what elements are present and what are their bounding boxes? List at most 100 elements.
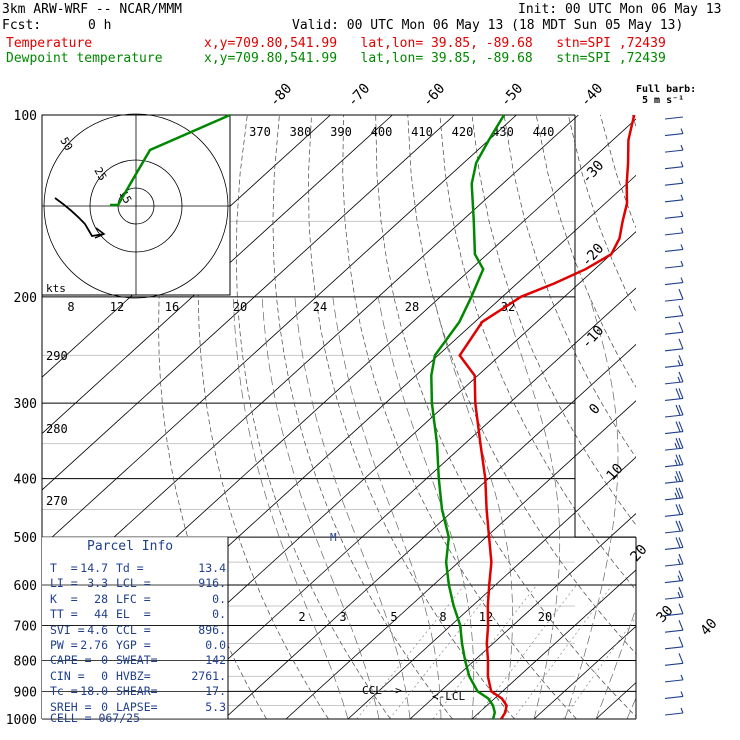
wind-barb-full (678, 487, 684, 498)
wind-barb (664, 454, 684, 468)
isotherm-label: -60 (420, 81, 449, 111)
wind-barb (664, 227, 684, 236)
parcel-info-cell: T = (50, 561, 78, 575)
parcel-info-cell: 142 (205, 653, 226, 668)
parcel-info-cell: SREH = (50, 699, 92, 714)
wind-barb-half (680, 277, 684, 283)
parcel-info-cell: 13.4 (198, 561, 226, 575)
wind-barb-shaft (664, 464, 684, 468)
theta-e-label: 390 (330, 125, 352, 139)
isotherm-label: -30 (579, 158, 608, 188)
parcel-info-cell: K = (50, 591, 78, 606)
wind-barb (664, 371, 684, 385)
parcel-info-cell: SHEAR= (116, 684, 158, 699)
parcel-info-cell: 0.0 (205, 638, 226, 652)
wind-barb-shaft (664, 364, 684, 368)
wind-barb-half (677, 591, 681, 598)
wind-barb-shaft (664, 447, 684, 451)
parcel-info-cell: 28 (94, 591, 108, 606)
isotherm (471, 569, 636, 719)
isotherm (347, 456, 636, 719)
wind-barb-shaft (664, 546, 684, 550)
wind-barb-half (680, 128, 684, 134)
wind-barb-half (680, 674, 684, 681)
hodograph-speed-label: 28 (405, 300, 419, 314)
parcel-info-cell: SVI = (50, 622, 85, 637)
wind-barb-full (678, 620, 684, 631)
wind-barb (664, 674, 684, 683)
fcst-label: Fcst: (2, 18, 42, 33)
parcel-info-cell: 0 (101, 699, 108, 714)
wind-barb (664, 570, 684, 584)
wind-barb (664, 260, 684, 269)
wind-barb-shaft (664, 414, 684, 418)
wind-barb (664, 211, 684, 219)
wind-barb (664, 653, 684, 666)
wind-barb-half (680, 707, 684, 714)
wind-barb-shaft (664, 397, 684, 401)
wind-barb (664, 388, 684, 401)
wind-barb-full (675, 504, 681, 515)
dry-adiabat (342, 115, 577, 719)
isotherm (42, 115, 393, 435)
mixing-ratio-line (563, 616, 636, 719)
wind-barb-full (678, 288, 684, 300)
wind-barb (664, 404, 684, 418)
theta-e-label: 420 (452, 125, 474, 139)
hodograph-ring (89, 159, 183, 253)
wind-barb-shaft (664, 348, 684, 352)
dry-adiabat (308, 115, 515, 719)
wind-barb-full (678, 371, 684, 383)
wind-barb (664, 691, 684, 699)
wind-barb-full (678, 305, 684, 316)
wind-barb-full (678, 553, 684, 565)
mixing-ratio-label: 5 (390, 610, 397, 624)
mixing-ratio-line (512, 584, 613, 719)
isotherm (161, 287, 636, 719)
wind-barb (664, 355, 684, 368)
wind-barb-shaft (664, 695, 684, 699)
wind-barb (664, 437, 684, 451)
wind-barb-full (678, 504, 684, 515)
moist-adiabat (564, 296, 619, 719)
mixing-ratio-label: 2 (298, 610, 305, 624)
wind-barb (664, 338, 684, 352)
legend-temperature: Temperature (6, 36, 93, 51)
wind-barb-full (675, 437, 681, 449)
theta-label: 280 (46, 422, 68, 436)
wind-barb-shaft (664, 431, 684, 435)
wind-barb-shaft (664, 497, 684, 501)
wind-barb-half (680, 178, 684, 184)
wind-barb-shaft (664, 298, 684, 302)
pressure-tick-label: 400 (14, 473, 37, 488)
storm-motion-arrow (54, 197, 105, 237)
isotherm (223, 343, 636, 719)
wind-barb (664, 620, 684, 633)
pressure-tick-label: 1000 (6, 713, 37, 728)
parcel-info-cell: Td = (116, 561, 144, 575)
wind-barb-full (675, 520, 681, 532)
wind-barb (664, 707, 684, 716)
moist-adiabat (294, 296, 411, 719)
wind-barb-shaft (664, 679, 684, 683)
wind-barb (664, 603, 684, 617)
theta-label: 290 (46, 349, 68, 363)
dry-adiabat (407, 115, 636, 655)
mixing-ratio-label: 20 (538, 610, 552, 624)
isotherm (720, 115, 740, 719)
wind-barb-full (678, 537, 684, 548)
parcel-info-cell: CAPE = (50, 653, 92, 668)
wind-barb-half (677, 558, 681, 565)
pressure-tick-label: 100 (14, 109, 37, 124)
hodograph-trace (110, 113, 231, 207)
hodograph-speed-label: 16 (165, 300, 179, 314)
parcel-info-cell: 3.3 (87, 576, 108, 591)
moist-adiabat (332, 296, 442, 719)
parcel-info-box (42, 537, 228, 719)
isotherm-label: -50 (498, 81, 527, 111)
wind-barb (664, 553, 684, 567)
wind-barb-half (680, 211, 684, 217)
wind-barb-full (678, 437, 684, 449)
wind-barb (664, 504, 684, 517)
hodograph-ring-label: 25 (91, 165, 109, 183)
